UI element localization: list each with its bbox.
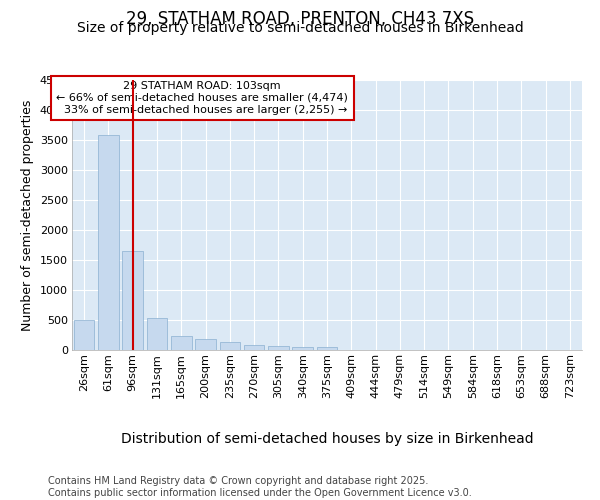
Text: Contains HM Land Registry data © Crown copyright and database right 2025.
Contai: Contains HM Land Registry data © Crown c… bbox=[48, 476, 472, 498]
Bar bbox=[195, 339, 216, 350]
Text: 29 STATHAM ROAD: 103sqm
← 66% of semi-detached houses are smaller (4,474)
  33% : 29 STATHAM ROAD: 103sqm ← 66% of semi-de… bbox=[56, 82, 348, 114]
Text: Size of property relative to semi-detached houses in Birkenhead: Size of property relative to semi-detach… bbox=[77, 21, 523, 35]
Bar bbox=[122, 251, 143, 350]
Bar bbox=[146, 318, 167, 350]
Bar bbox=[220, 342, 240, 350]
Text: Distribution of semi-detached houses by size in Birkenhead: Distribution of semi-detached houses by … bbox=[121, 432, 533, 446]
Bar bbox=[74, 320, 94, 350]
Bar bbox=[171, 336, 191, 350]
Bar bbox=[98, 135, 119, 350]
Y-axis label: Number of semi-detached properties: Number of semi-detached properties bbox=[21, 100, 34, 330]
Bar bbox=[317, 348, 337, 350]
Bar bbox=[292, 346, 313, 350]
Text: 29, STATHAM ROAD, PRENTON, CH43 7XS: 29, STATHAM ROAD, PRENTON, CH43 7XS bbox=[126, 10, 474, 28]
Bar bbox=[244, 344, 265, 350]
Bar bbox=[268, 346, 289, 350]
